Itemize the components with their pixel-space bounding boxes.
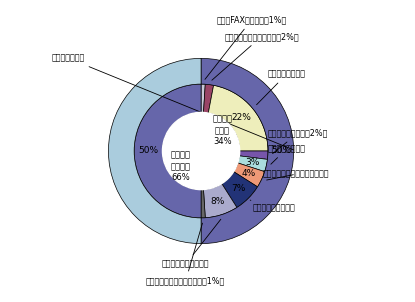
Text: バス利用に替える（2%）: バス利用に替える（2%） — [268, 128, 328, 154]
Text: 効率化や自営転換: 効率化や自営転換 — [268, 144, 306, 164]
Text: 4%: 4% — [242, 169, 256, 178]
Text: 3%: 3% — [245, 158, 260, 167]
Wedge shape — [208, 85, 268, 151]
Text: 8%: 8% — [210, 197, 225, 206]
Text: 50%: 50% — [271, 146, 291, 156]
Text: 7%: 7% — [231, 184, 246, 193]
Wedge shape — [201, 58, 294, 244]
Text: 鉄道利用に替える: 鉄道利用に替える — [256, 69, 306, 105]
Wedge shape — [201, 190, 205, 218]
Wedge shape — [222, 172, 258, 207]
Text: 徒歩・自転車利用に転換（2%）: 徒歩・自転車利用に転換（2%） — [212, 32, 299, 80]
Text: 出発日を土曜・休日に変更する: 出発日を土曜・休日に変更する — [263, 170, 330, 180]
Text: 出発時刻を変更する: 出発時刻を変更する — [250, 200, 295, 212]
Text: 車利用を
止める
34%: 車利用を 止める 34% — [212, 115, 232, 146]
Text: 車利用を
継続する
66%: 車利用を 継続する 66% — [171, 151, 190, 182]
Wedge shape — [203, 84, 214, 113]
Text: 課金されない目的地に変更（1%）: 課金されない目的地に変更（1%） — [146, 223, 225, 285]
Wedge shape — [238, 156, 267, 172]
Wedge shape — [201, 84, 205, 112]
Wedge shape — [239, 151, 268, 159]
Text: 迂回路利用や進入回避: 迂回路利用や進入回避 — [162, 219, 221, 269]
Wedge shape — [203, 184, 237, 218]
Circle shape — [162, 112, 240, 190]
Text: 50%: 50% — [138, 146, 159, 156]
Wedge shape — [134, 84, 201, 218]
Wedge shape — [234, 163, 265, 187]
Text: 22%: 22% — [232, 113, 251, 122]
Text: 何も変更しない: 何も変更しない — [52, 54, 294, 150]
Wedge shape — [108, 58, 201, 244]
Text: 電話・FAXで済ます（1%）: 電話・FAXで済ます（1%） — [205, 15, 287, 79]
